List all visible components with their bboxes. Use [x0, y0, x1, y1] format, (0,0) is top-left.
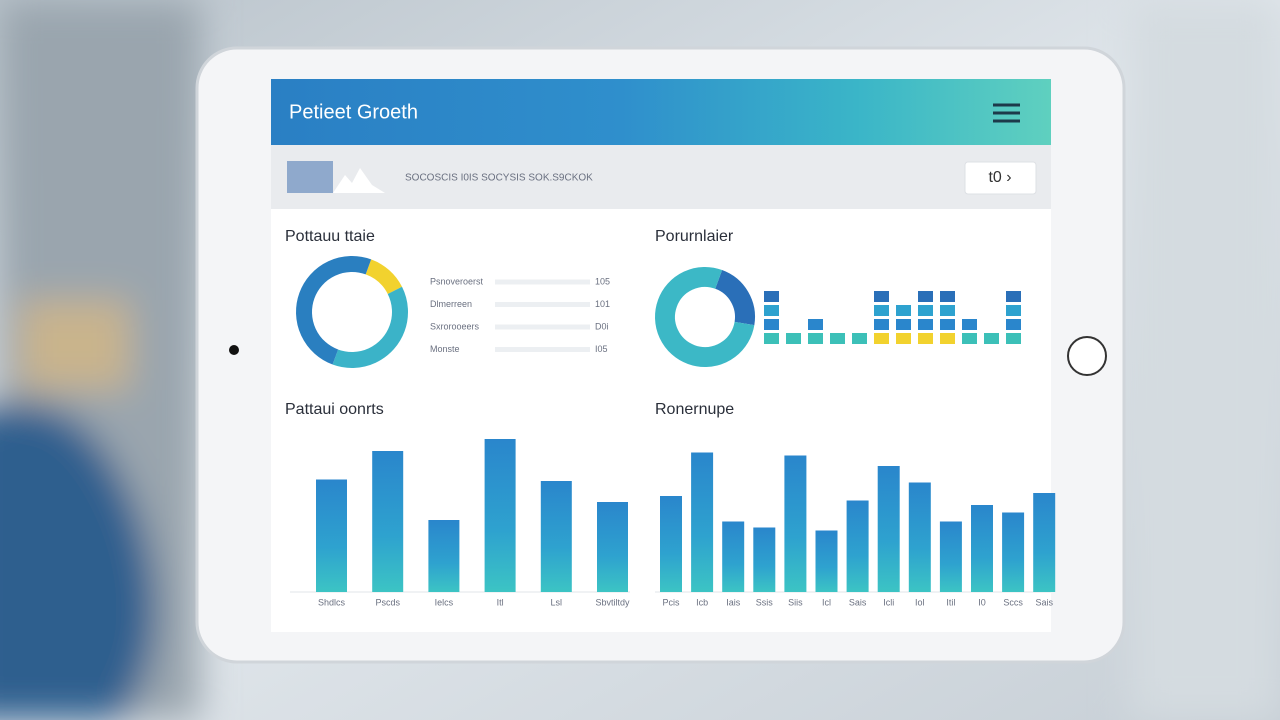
- bar: [372, 451, 404, 592]
- stack-cell: [830, 333, 845, 344]
- bar-label: Ssis: [756, 597, 774, 607]
- bar-label: Iais: [726, 597, 741, 607]
- bar: [660, 496, 682, 592]
- stack-cell: [764, 305, 779, 316]
- bar: [1033, 493, 1056, 592]
- stack-cell: [808, 319, 823, 330]
- stack-cell: [962, 319, 977, 330]
- bar: [815, 530, 838, 592]
- donut-segment: [296, 256, 408, 368]
- legend-value: I05: [595, 344, 608, 354]
- stack-cell: [918, 305, 933, 316]
- stack-cell: [874, 305, 889, 316]
- stack-cell: [764, 333, 779, 344]
- stack-cell: [918, 319, 933, 330]
- panel-title: Pattaui oonrts: [285, 401, 384, 418]
- bar-label: Icli: [883, 597, 894, 607]
- donut-segment: [296, 256, 408, 368]
- legend-label: Sxrorooeers: [430, 321, 480, 331]
- bar: [753, 527, 776, 592]
- bar-label: Sccs: [1003, 597, 1023, 607]
- stack-cell: [940, 305, 955, 316]
- legend-label: Monste: [430, 344, 460, 354]
- stack-cell: [940, 319, 955, 330]
- bar: [784, 455, 807, 592]
- stack-cell: [962, 333, 977, 344]
- bar: [1002, 512, 1025, 592]
- bar: [939, 521, 962, 592]
- legend-value: D0i: [595, 321, 609, 331]
- bar-label: Pcis: [662, 597, 680, 607]
- header-title: Petieet Groeth: [289, 101, 418, 123]
- bar-label: Itl: [497, 597, 504, 607]
- bar-label: Itil: [946, 597, 955, 607]
- bar: [428, 520, 460, 592]
- bar-label: Lsl: [551, 597, 563, 607]
- toolbar-button[interactable]: [964, 161, 1037, 195]
- bar: [597, 502, 628, 592]
- stack-cell: [764, 291, 779, 302]
- legend-label: Dlmerreen: [430, 299, 472, 309]
- stack-cell: [896, 305, 911, 316]
- bar: [540, 481, 572, 592]
- stack-cell: [808, 333, 823, 344]
- bar: [846, 500, 869, 592]
- stack-cell: [1006, 333, 1021, 344]
- bar: [877, 466, 900, 592]
- stack-cell: [940, 333, 955, 344]
- menu-icon[interactable]: [993, 103, 1020, 123]
- bar: [691, 452, 714, 592]
- toolbar-button-label[interactable]: t0 ›: [988, 169, 1011, 186]
- bar-label: Iol: [915, 597, 925, 607]
- bar: [484, 439, 516, 592]
- bar: [908, 482, 931, 592]
- panel-title: Ronernupe: [655, 401, 734, 418]
- stack-cell: [874, 333, 889, 344]
- panel-title: Pottauu ttaie: [285, 228, 375, 245]
- stack-cell: [1006, 305, 1021, 316]
- logo-graph: [333, 168, 385, 193]
- stack-cell: [896, 319, 911, 330]
- legend-value: 101: [595, 299, 610, 309]
- stack-cell: [984, 333, 999, 344]
- bar-label: Sais: [849, 597, 867, 607]
- stack-cell: [786, 333, 801, 344]
- stack-cell: [918, 333, 933, 344]
- toolbar-text: SOCOSCIS I0IS SOCYSIS SOK.S9CKOK: [405, 173, 593, 184]
- stack-cell: [918, 291, 933, 302]
- stack-cell: [764, 319, 779, 330]
- bar-label: I0: [978, 597, 986, 607]
- stack-cell: [940, 291, 955, 302]
- toolbar: [271, 145, 1051, 209]
- home-button[interactable]: [1067, 336, 1107, 376]
- bar-label: Siis: [788, 597, 803, 607]
- legend-label: Psnoveroerst: [430, 276, 484, 286]
- bar-label: Ielcs: [435, 597, 454, 607]
- stack-cell: [1006, 319, 1021, 330]
- logo: [287, 161, 333, 193]
- stack-cell: [1006, 291, 1021, 302]
- bar-label: Sais: [1035, 597, 1053, 607]
- panel-title: Porurnlaier: [655, 228, 734, 245]
- bar-label: Sbvtiltdy: [595, 597, 630, 607]
- stack-cell: [896, 333, 911, 344]
- stack-cell: [874, 319, 889, 330]
- bar-label: Shdlcs: [318, 597, 346, 607]
- bar: [316, 479, 347, 592]
- stack-cell: [874, 291, 889, 302]
- header-bar: [271, 79, 1051, 145]
- bar-label: Icb: [696, 597, 708, 607]
- legend-value: 105: [595, 276, 610, 286]
- camera: [229, 345, 239, 355]
- bar-label: Pscds: [375, 597, 400, 607]
- bar-label: Icl: [822, 597, 831, 607]
- bar: [722, 521, 745, 592]
- stack-cell: [852, 333, 867, 344]
- donut-segment: [655, 267, 755, 367]
- bar: [971, 505, 993, 592]
